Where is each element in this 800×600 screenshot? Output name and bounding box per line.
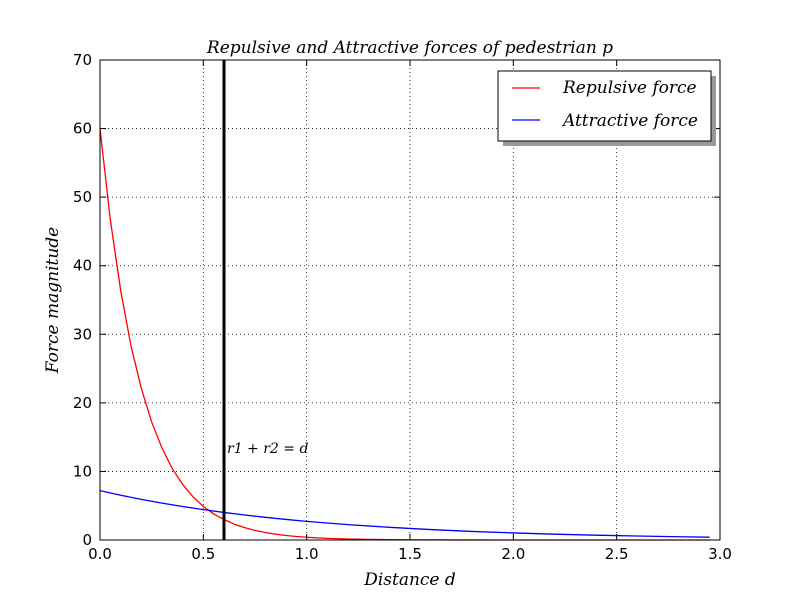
tick-labels: 0.0 0.5 1.0 1.5 2.0 2.5 3.0 0 10 20 30 40 50 60 70: [73, 51, 732, 563]
legend-box: [497, 70, 712, 142]
y-tick-label: 70: [73, 51, 92, 69]
legend-label-repulsive: Repulsive force: [562, 78, 697, 98]
plot-frame: [99, 59, 721, 541]
legend: Repulsive force Attractive force: [497, 70, 716, 146]
x-tick-label: 1.0: [295, 545, 319, 563]
y-tick-label: 0: [82, 531, 92, 549]
y-tick-label: 30: [73, 325, 92, 343]
x-tick-label: 0.0: [88, 545, 112, 563]
y-tick-label: 10: [73, 462, 92, 480]
x-tick-label: 2.5: [605, 545, 629, 563]
x-axis-label: Distance d: [363, 570, 456, 590]
legend-label-attractive: Attractive force: [561, 111, 698, 131]
y-tick-label: 60: [73, 120, 92, 138]
series-line-attractive: [99, 489, 710, 538]
y-tick-label: 20: [73, 394, 92, 412]
x-tick-label: 2.0: [501, 545, 525, 563]
y-axis-label: Force magnitude: [43, 227, 63, 374]
vline-annotation: r1 + r2 = d: [227, 441, 308, 457]
y-tick-label: 50: [73, 188, 92, 206]
x-tick-label: 0.5: [191, 545, 215, 563]
chart-title: Repulsive and Attractive forces of pedes…: [206, 38, 613, 58]
y-tick-label: 40: [73, 257, 92, 275]
x-tick-label: 1.5: [398, 545, 422, 563]
x-tick-label: 3.0: [708, 545, 732, 563]
